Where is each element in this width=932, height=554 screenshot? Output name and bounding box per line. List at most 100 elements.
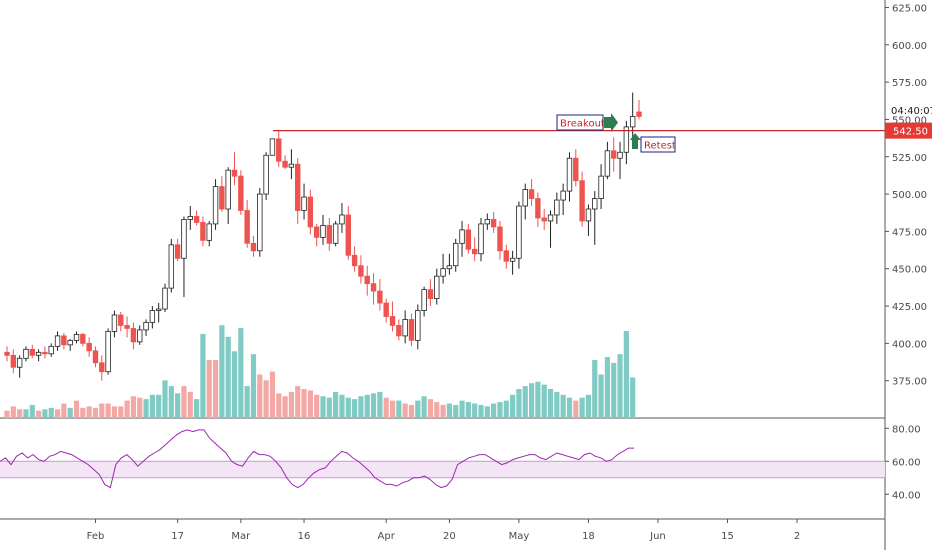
candle (73, 331, 80, 344)
candle (105, 328, 111, 375)
candle (573, 149, 579, 187)
candle (295, 158, 301, 224)
candle-body (244, 210, 250, 244)
volume-bar (48, 407, 54, 418)
candle-body (263, 154, 269, 195)
candle-body (453, 242, 459, 267)
candle (471, 237, 478, 262)
candle-body (124, 325, 130, 329)
candle-body (509, 257, 516, 262)
volume-bar (535, 381, 541, 418)
candle (263, 152, 269, 201)
candle (503, 244, 509, 269)
candle (358, 255, 364, 284)
candle (528, 179, 535, 207)
volume-bar (187, 391, 193, 418)
volume-bar (623, 331, 629, 418)
last-price-badge (885, 122, 932, 139)
candle-body (250, 242, 257, 252)
volume-bar (111, 406, 118, 418)
candle (206, 220, 212, 247)
rsi-band (0, 461, 885, 478)
candle (92, 346, 99, 368)
volume-bar (143, 399, 149, 418)
time-tick-label: Mar (231, 531, 251, 542)
volume-bar (427, 399, 434, 418)
volume-bar (250, 354, 257, 418)
volume-bar (630, 377, 636, 418)
candle (269, 138, 276, 156)
candle (257, 188, 263, 257)
candle-body (257, 193, 263, 252)
candle (402, 310, 408, 344)
breakout-arrow-icon (604, 113, 618, 132)
candle (137, 325, 143, 345)
volume-bar (370, 393, 377, 418)
volume-bar (611, 362, 617, 418)
candle-body (528, 189, 535, 199)
volume-bar (181, 386, 187, 418)
candle-body (276, 138, 282, 162)
candle-body (187, 216, 193, 220)
candle-body (617, 151, 623, 159)
volume-bar (244, 386, 250, 418)
volume-bar (269, 371, 276, 418)
candle-body (579, 180, 585, 222)
candle (535, 192, 541, 227)
volume-bar (446, 403, 452, 418)
candle-body (516, 205, 522, 259)
volume-bar (554, 391, 560, 418)
candle (225, 167, 231, 224)
volume-bar (105, 403, 111, 418)
volume-bar (238, 328, 244, 418)
volume-bar (36, 410, 42, 418)
volume-bar (42, 409, 48, 418)
volume-bar (137, 397, 143, 418)
candle-body (446, 265, 453, 270)
retest-label: Retest (644, 141, 676, 152)
candle (415, 304, 421, 350)
time-tick-label: 16 (298, 531, 311, 542)
candle-body (16, 357, 23, 368)
volume-bar (73, 400, 80, 418)
candle-body (155, 308, 162, 311)
candle (143, 319, 149, 336)
volume-bar (345, 397, 351, 418)
candle (509, 250, 516, 275)
candle-body (497, 226, 503, 252)
time-tick-label: 18 (582, 531, 595, 542)
candle (636, 100, 642, 120)
candle-body (478, 223, 484, 255)
candle-body (130, 328, 137, 343)
candle (377, 279, 383, 311)
candle-body (181, 219, 187, 259)
candle (238, 170, 244, 215)
rsi-tick-label: 60.00 (892, 457, 921, 468)
volume-bar (408, 404, 415, 418)
price-tick-label: 600.00 (892, 41, 927, 52)
volume-bar (200, 333, 206, 418)
candle-body (503, 250, 509, 262)
candle (547, 210, 554, 248)
candle (396, 319, 402, 341)
volume-bar (440, 404, 446, 418)
volume-bar (358, 396, 364, 418)
candle-body (295, 163, 301, 211)
volume-bar (472, 403, 478, 418)
rsi-pane (0, 429, 885, 489)
volume-bar (118, 406, 124, 418)
price-tick-label: 400.00 (892, 339, 927, 350)
volume-bar (212, 360, 219, 418)
candle (459, 220, 465, 257)
volume-bar (402, 403, 408, 418)
rsi-tick-label: 40.00 (892, 490, 921, 501)
time-tick-label: 2 (794, 531, 800, 542)
candle (307, 189, 314, 235)
candle-body (10, 354, 17, 368)
candle (200, 216, 206, 247)
price-tick-label: 500.00 (892, 190, 927, 201)
candle (629, 92, 636, 138)
last-price-label: 542.50 (893, 127, 928, 138)
